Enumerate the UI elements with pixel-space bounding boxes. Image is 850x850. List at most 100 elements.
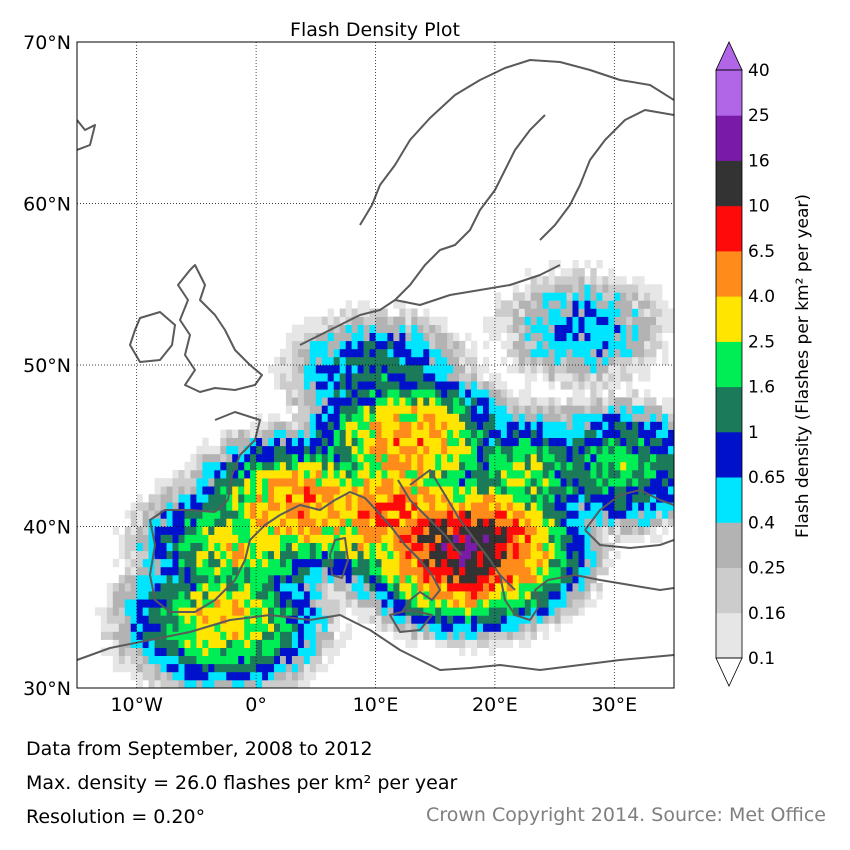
density-cell bbox=[309, 550, 317, 560]
density-cell bbox=[602, 397, 609, 406]
density-cell bbox=[566, 397, 573, 406]
density-cell bbox=[417, 542, 424, 552]
density-cell bbox=[375, 534, 382, 543]
density-cell bbox=[393, 591, 400, 600]
density-cell bbox=[250, 639, 257, 648]
density-cell bbox=[345, 534, 352, 543]
density-cell bbox=[112, 639, 120, 648]
density-cell bbox=[441, 453, 448, 463]
density-cell bbox=[136, 502, 143, 511]
density-cell bbox=[130, 615, 137, 624]
density-cell bbox=[256, 599, 263, 608]
density-cell bbox=[620, 292, 627, 301]
density-cell bbox=[554, 324, 561, 333]
density-cell bbox=[500, 421, 508, 430]
density-cell bbox=[262, 486, 269, 495]
density-cell bbox=[500, 340, 508, 350]
density-cell bbox=[280, 437, 287, 447]
density-cell bbox=[309, 373, 317, 382]
density-cell bbox=[423, 437, 430, 447]
density-cell bbox=[638, 461, 645, 471]
density-cell bbox=[399, 534, 406, 543]
density-cell bbox=[345, 470, 352, 479]
density-cell bbox=[190, 591, 197, 600]
density-cell bbox=[429, 550, 436, 560]
density-cell bbox=[196, 607, 203, 616]
density-cell bbox=[572, 300, 579, 309]
density-cell bbox=[417, 510, 424, 519]
density-cell bbox=[399, 470, 406, 479]
density-cell bbox=[471, 405, 478, 414]
density-cell bbox=[584, 461, 591, 471]
density-cell bbox=[280, 566, 287, 576]
density-cell bbox=[506, 486, 514, 495]
density-cell bbox=[518, 292, 526, 301]
density-cell bbox=[530, 437, 537, 447]
density-cell bbox=[590, 583, 597, 592]
density-cell bbox=[297, 558, 305, 568]
density-cell bbox=[112, 615, 120, 624]
density-cell bbox=[184, 510, 191, 519]
density-cell bbox=[393, 461, 400, 471]
density-cell bbox=[447, 518, 454, 527]
density-cell bbox=[196, 623, 203, 632]
density-cell bbox=[184, 486, 191, 495]
density-cell bbox=[369, 470, 376, 479]
density-cell bbox=[459, 381, 466, 390]
density-cell bbox=[632, 445, 639, 455]
density-cell bbox=[226, 453, 233, 463]
density-cell bbox=[345, 486, 352, 495]
density-cell bbox=[417, 486, 424, 495]
density-cell bbox=[136, 631, 143, 640]
density-cell bbox=[602, 373, 609, 382]
density-cell bbox=[447, 381, 454, 390]
density-cell bbox=[506, 558, 514, 568]
density-cell bbox=[500, 397, 508, 406]
density-cell bbox=[262, 671, 269, 681]
density-cell bbox=[363, 486, 370, 495]
density-cell bbox=[417, 583, 424, 592]
density-cell bbox=[226, 631, 233, 640]
density-cell bbox=[345, 502, 352, 511]
density-cell bbox=[315, 607, 323, 616]
density-cell bbox=[548, 340, 555, 350]
density-cell bbox=[429, 486, 436, 495]
density-cell bbox=[411, 324, 418, 333]
density-cell bbox=[256, 679, 263, 688]
density-cell bbox=[280, 421, 287, 430]
density-cell bbox=[447, 574, 454, 584]
density-cell bbox=[321, 510, 329, 519]
density-cell bbox=[196, 655, 203, 665]
density-cell bbox=[106, 607, 114, 616]
density-cell bbox=[560, 308, 567, 317]
density-cell bbox=[578, 591, 585, 600]
density-cell bbox=[178, 478, 185, 487]
density-cell bbox=[357, 332, 364, 342]
density-cell bbox=[578, 534, 585, 543]
density-cell bbox=[178, 494, 185, 503]
density-cell bbox=[465, 494, 472, 503]
density-cell bbox=[650, 510, 657, 519]
density-cell bbox=[524, 607, 532, 616]
density-cell bbox=[417, 340, 424, 350]
density-cell bbox=[471, 566, 478, 576]
density-cell bbox=[214, 574, 221, 584]
density-cell bbox=[166, 494, 173, 503]
density-cell bbox=[662, 470, 669, 479]
density-cell bbox=[429, 461, 436, 471]
density-cell bbox=[530, 583, 537, 592]
density-cell bbox=[363, 340, 370, 350]
density-cell bbox=[530, 429, 537, 438]
density-cell bbox=[536, 445, 543, 455]
density-cell bbox=[584, 518, 591, 527]
density-cell bbox=[614, 494, 621, 503]
density-cell bbox=[393, 316, 400, 325]
density-cell bbox=[202, 615, 209, 624]
density-cell bbox=[608, 308, 615, 317]
density-cell bbox=[297, 373, 305, 382]
density-cell bbox=[321, 332, 329, 342]
density-cell bbox=[614, 316, 621, 325]
density-cell bbox=[447, 373, 454, 382]
density-cell bbox=[148, 655, 155, 665]
density-cell bbox=[351, 518, 358, 527]
